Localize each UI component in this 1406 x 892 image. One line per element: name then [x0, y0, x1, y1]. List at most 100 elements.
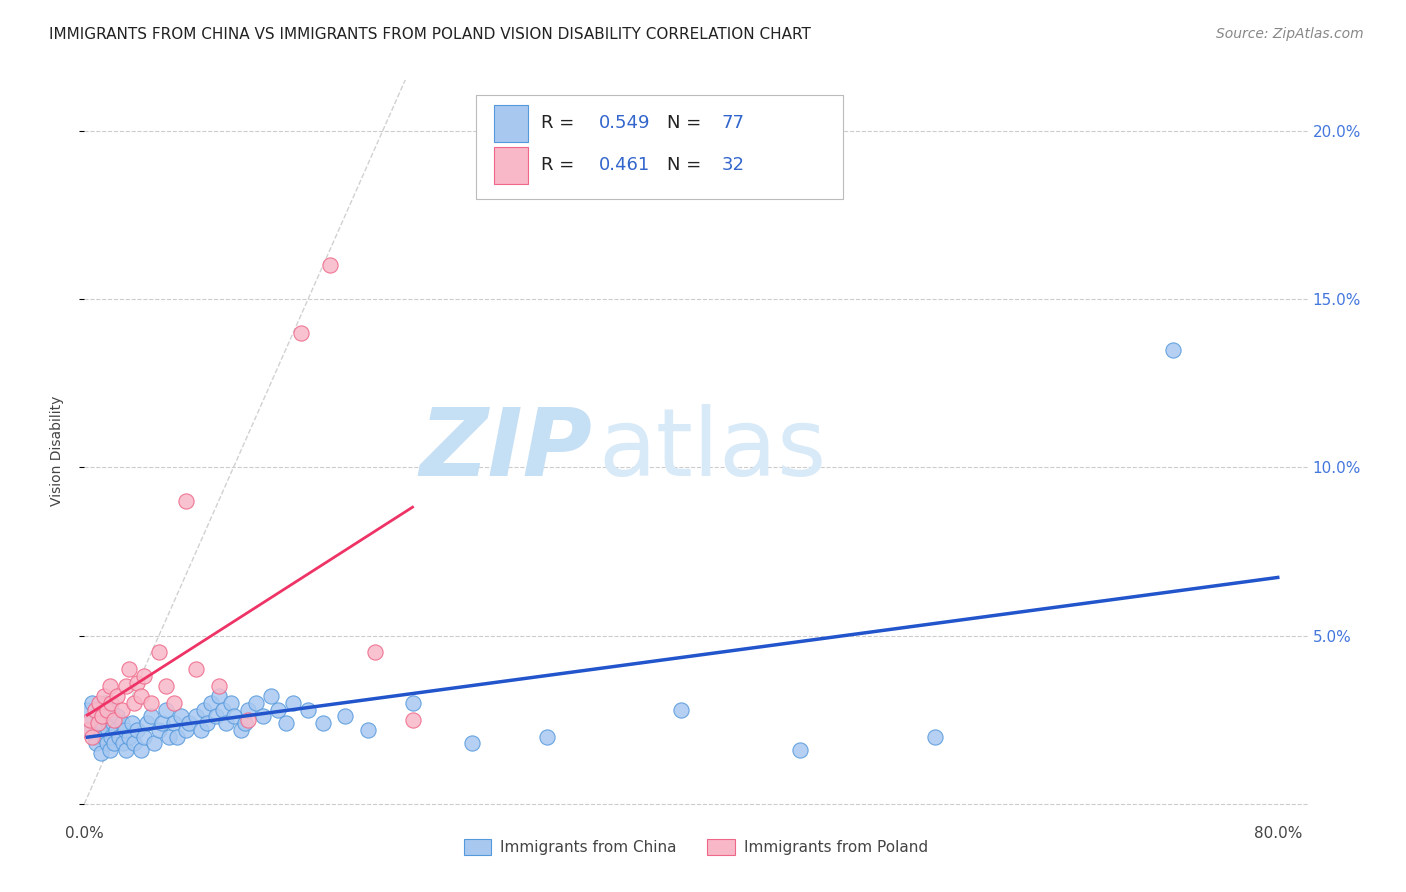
Point: [103, 736, 125, 750]
FancyBboxPatch shape: [475, 95, 842, 199]
Point: [125, 675, 148, 690]
Point: [115, 743, 138, 757]
Point: [105, 709, 128, 723]
Point: [89, 723, 111, 737]
Point: [141, 696, 163, 710]
Y-axis label: Vision Disability: Vision Disability: [49, 395, 63, 506]
Point: [80, 730, 103, 744]
Point: [364, 645, 387, 659]
Point: [190, 723, 212, 737]
Point: [91, 709, 114, 723]
Point: [238, 703, 260, 717]
Text: 32: 32: [721, 156, 745, 175]
Point: [297, 703, 319, 717]
Point: [174, 494, 197, 508]
Point: [155, 703, 177, 717]
Point: [260, 689, 283, 703]
Point: [89, 703, 111, 717]
Point: [219, 696, 242, 710]
Point: [122, 736, 145, 750]
Point: [90, 747, 112, 761]
Point: [91, 716, 114, 731]
Point: [80, 696, 103, 710]
Point: [97, 723, 120, 737]
Point: [357, 723, 380, 737]
Point: [245, 696, 267, 710]
Point: [163, 696, 186, 710]
Point: [107, 730, 129, 744]
Point: [79, 713, 101, 727]
Point: [84, 736, 107, 750]
Point: [335, 709, 357, 723]
Point: [83, 730, 105, 744]
Point: [93, 730, 115, 744]
Point: [170, 709, 193, 723]
Point: [186, 709, 208, 723]
Point: [112, 736, 135, 750]
Point: [118, 662, 141, 676]
Point: [1163, 343, 1185, 357]
Point: [132, 669, 155, 683]
Point: [536, 730, 558, 744]
Point: [118, 730, 141, 744]
Point: [222, 709, 245, 723]
Point: [100, 703, 122, 717]
Point: [94, 696, 117, 710]
Point: [98, 743, 121, 757]
Point: [186, 662, 208, 676]
Text: 0.461: 0.461: [599, 156, 651, 175]
Text: R =: R =: [541, 114, 579, 132]
Point: [76, 723, 98, 737]
Point: [207, 689, 229, 703]
Text: 77: 77: [721, 114, 745, 132]
Point: [100, 730, 122, 744]
Point: [122, 696, 145, 710]
Point: [319, 259, 342, 273]
Point: [115, 679, 138, 693]
Point: [461, 736, 484, 750]
Point: [290, 326, 312, 340]
Point: [204, 709, 226, 723]
Point: [83, 703, 105, 717]
Point: [207, 679, 229, 693]
Point: [155, 679, 177, 693]
Point: [157, 730, 180, 744]
Point: [148, 723, 170, 737]
Point: [132, 730, 155, 744]
Point: [212, 703, 235, 717]
Point: [143, 736, 166, 750]
Point: [401, 696, 423, 710]
Point: [82, 713, 104, 727]
Point: [163, 716, 186, 731]
Point: [129, 689, 152, 703]
Point: [96, 703, 118, 717]
Point: [111, 716, 134, 731]
Point: [274, 716, 297, 731]
Point: [312, 716, 335, 731]
Point: [177, 716, 200, 731]
Text: ZIP: ZIP: [419, 404, 592, 497]
Point: [166, 730, 188, 744]
Point: [98, 679, 121, 693]
Text: Source: ZipAtlas.com: Source: ZipAtlas.com: [1216, 27, 1364, 41]
Point: [195, 716, 218, 731]
Text: N =: N =: [666, 114, 707, 132]
Point: [136, 716, 159, 731]
Text: atlas: atlas: [598, 404, 827, 497]
Point: [148, 645, 170, 659]
Point: [193, 703, 215, 717]
Point: [103, 713, 125, 727]
Point: [93, 689, 115, 703]
Text: IMMIGRANTS FROM CHINA VS IMMIGRANTS FROM POLAND VISION DISABILITY CORRELATION CH: IMMIGRANTS FROM CHINA VS IMMIGRANTS FROM…: [49, 27, 811, 42]
Text: 0.549: 0.549: [599, 114, 651, 132]
Point: [401, 713, 423, 727]
Point: [174, 723, 197, 737]
Point: [96, 736, 118, 750]
Point: [114, 723, 136, 737]
Point: [87, 709, 110, 723]
Point: [924, 730, 946, 744]
FancyBboxPatch shape: [494, 104, 529, 142]
Legend: Immigrants from China, Immigrants from Poland: Immigrants from China, Immigrants from P…: [457, 833, 935, 861]
Point: [125, 723, 148, 737]
Point: [150, 716, 173, 731]
